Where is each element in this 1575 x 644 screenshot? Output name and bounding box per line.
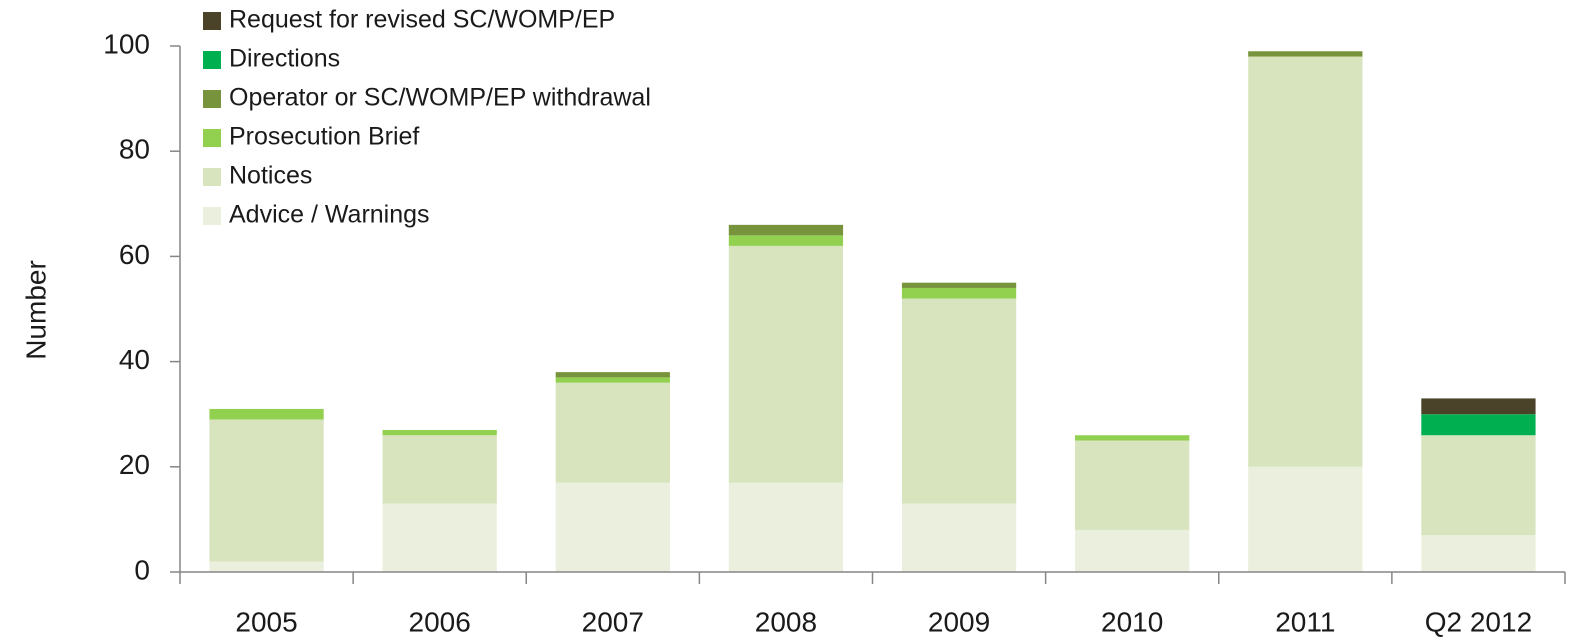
legend-swatch (203, 207, 221, 225)
bar-segment (1248, 51, 1363, 57)
legend-swatch (203, 51, 221, 69)
bar-segment (728, 482, 844, 572)
legend-swatch (203, 12, 221, 30)
x-tick-label: 2011 (1275, 606, 1335, 637)
bar-segment (1421, 414, 1536, 436)
bar-segment (1248, 466, 1363, 572)
y-tick-label: 100 (103, 28, 150, 59)
legend-label: Request for revised SC/WOMP/EP (229, 6, 615, 34)
bar-segment (901, 503, 1017, 572)
y-tick-label: 0 (134, 554, 150, 585)
x-tick-label: 2005 (235, 606, 297, 637)
bar-segment (1421, 435, 1536, 536)
legend-swatch (203, 168, 221, 186)
bar-segment (1421, 398, 1536, 415)
bar-segment (901, 287, 1017, 299)
y-tick-label: 80 (119, 134, 150, 165)
x-tick-label: Q2 2012 (1425, 606, 1532, 637)
bar-segment (209, 408, 324, 420)
legend-label: Directions (229, 45, 340, 73)
bar-segment (382, 429, 497, 436)
bar-segment (901, 282, 1017, 288)
x-tick-label: 2008 (755, 606, 817, 637)
bar-segment (728, 224, 844, 236)
bar-segment (555, 482, 670, 572)
bar-segment (555, 382, 670, 483)
x-tick-label: 2007 (582, 606, 644, 637)
bar-segment (209, 561, 324, 572)
legend-swatch (203, 129, 221, 147)
y-axis-label: Number (20, 260, 51, 360)
legend-swatch (203, 90, 221, 108)
legend-label: Notices (229, 162, 312, 190)
x-tick-label: 2006 (409, 606, 471, 637)
y-tick-label: 20 (119, 449, 150, 480)
bar-segment (1075, 435, 1190, 441)
bar-segment (728, 245, 844, 483)
y-tick-label: 60 (119, 239, 150, 270)
bar-segment (382, 503, 497, 572)
bar-segment (555, 372, 670, 378)
bar-segment (1075, 529, 1190, 572)
bar-segment (209, 419, 324, 562)
bar-segment (555, 377, 670, 383)
legend-label: Prosecution Brief (229, 123, 419, 151)
x-tick-label: 2010 (1101, 606, 1163, 637)
legend-label: Advice / Warnings (229, 201, 430, 229)
bar-segment (1248, 56, 1363, 467)
bar-segment (1075, 440, 1190, 530)
bar-segment (1421, 535, 1536, 572)
bar-segment (901, 298, 1017, 504)
bar-segment (382, 435, 497, 504)
bar-segment (728, 235, 844, 246)
legend-label: Operator or SC/WOMP/EP withdrawal (229, 84, 651, 112)
x-tick-label: 2009 (928, 606, 990, 637)
y-tick-label: 40 (119, 344, 150, 375)
